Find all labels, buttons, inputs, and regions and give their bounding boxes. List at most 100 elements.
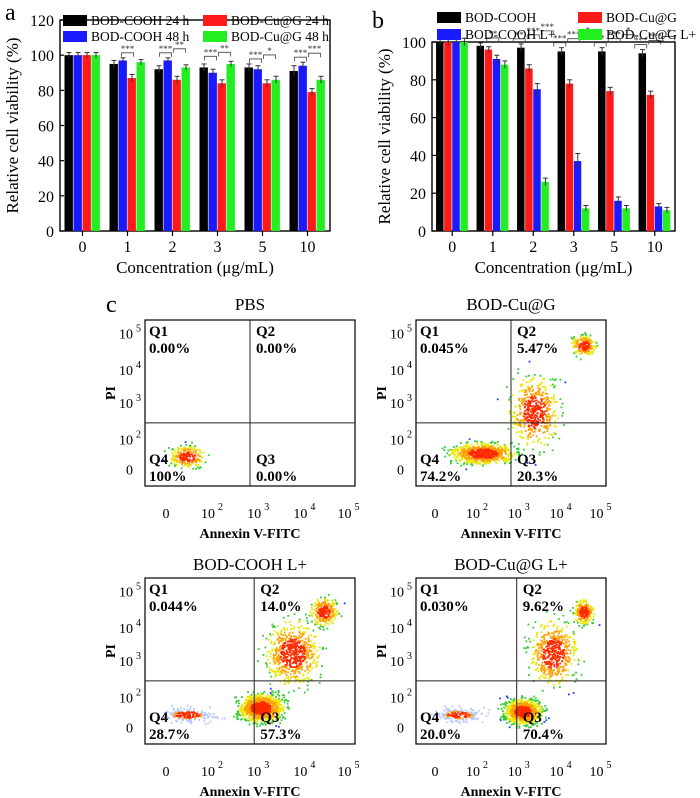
event-dot [264,701,266,704]
event-dot [553,635,556,637]
event-dot [258,694,261,697]
event-dot [577,349,580,352]
event-dot [518,722,521,725]
event-dot [275,711,277,714]
event-dot [544,709,547,712]
event-dot [562,614,565,617]
event-dot [255,701,257,704]
event-dot [310,645,312,648]
event-dot [236,717,238,719]
event-dot [540,393,543,396]
event-dot [199,450,202,453]
event-dot [187,459,190,462]
event-dot [523,704,526,706]
y-tick-exponent: 5 [136,323,141,334]
event-dot [287,671,289,674]
event-dot [272,711,275,714]
event-dot [533,430,536,433]
event-dot [504,444,507,447]
event-dot [281,698,284,701]
event-dot [273,698,275,701]
event-dot [325,618,327,621]
y-axis-label: PI [104,644,119,658]
bar [163,60,172,231]
event-dot [280,630,283,633]
event-dot [544,666,546,669]
event-dot [468,453,471,456]
event-dot [568,643,571,646]
event-dot [282,650,285,653]
event-dot [524,724,527,727]
event-dot [280,719,283,722]
event-dot [505,448,507,451]
event-dot [259,724,261,727]
event-dot [533,707,536,710]
event-dot [527,623,530,626]
event-dot [331,614,334,617]
event-dot [281,660,284,663]
event-dot [198,455,201,457]
event-dot [537,418,540,421]
event-dot [193,710,195,712]
event-dot [282,653,285,656]
event-dot [256,720,259,723]
event-dot [185,711,188,714]
event-dot [483,449,486,452]
event-dot [284,658,287,661]
event-dot [296,648,298,651]
event-dot [508,412,511,415]
event-dot [251,714,254,717]
event-dot [517,448,520,451]
event-dot [574,338,577,341]
event-dot [312,646,315,649]
event-dot [528,419,531,421]
event-dot [294,642,297,645]
event-dot [276,650,278,653]
event-dot [537,420,540,423]
event-dot [312,612,315,614]
event-dot [255,721,258,724]
event-dot [278,646,281,649]
event-dot [303,627,305,630]
event-dot [546,406,549,409]
event-dot [504,447,507,450]
event-dot [240,704,243,707]
event-dot [256,723,259,725]
plot-title: BOD-Cu@G L+ [454,555,568,574]
event-dot [283,694,285,697]
event-dot [494,442,497,444]
event-dot [474,440,476,443]
event-dot [491,445,494,448]
event-dot [532,393,535,396]
event-dot [531,721,534,724]
event-dot [297,670,300,673]
event-dot [265,699,268,702]
significance-bracket [294,56,307,62]
event-dot [323,614,325,617]
event-dot [279,637,282,640]
event-dot [209,713,212,716]
bar [217,83,226,231]
event-dot [524,397,527,399]
event-dot [259,710,262,712]
event-dot [510,453,513,456]
event-dot [274,710,276,713]
event-dot [291,666,294,669]
event-dot [546,419,549,422]
event-dot [318,626,321,629]
event-dot [208,706,211,709]
event-dot [527,402,529,405]
event-dot [541,722,543,725]
significance-label: * [667,28,672,38]
event-dot [451,451,454,453]
event-dot [466,441,469,443]
event-dot [213,716,215,719]
event-dot [297,666,300,669]
event-dot [551,636,554,639]
event-dot [547,413,550,415]
event-dot [540,413,542,415]
event-dot [444,446,446,448]
event-dot [315,623,318,626]
event-dot [287,676,290,679]
